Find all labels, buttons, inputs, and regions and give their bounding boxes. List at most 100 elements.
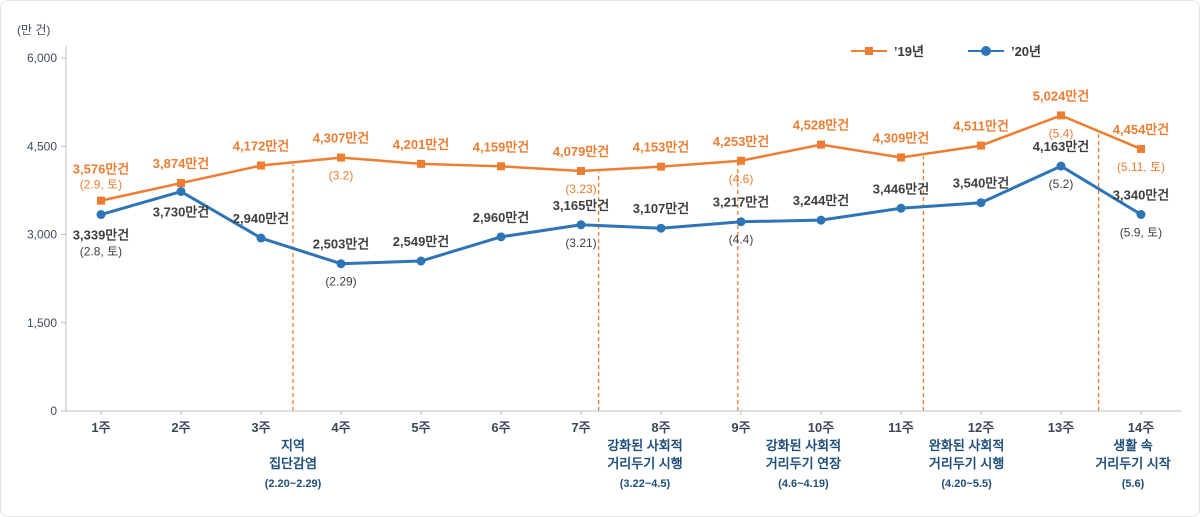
data-point-marker-20 xyxy=(1056,161,1066,171)
data-point-marker-20 xyxy=(576,220,586,230)
data-point-marker-20 xyxy=(256,233,266,243)
event-date-label: (3.22~4.5) xyxy=(620,478,671,490)
x-category-label: 12주 xyxy=(968,420,994,435)
point-label-20: 3,217만건 xyxy=(713,195,769,210)
point-sublabel-20: (3.21) xyxy=(565,236,596,250)
point-sublabel-20: (5.9, 토) xyxy=(1120,225,1162,239)
point-label-20: 3,339만건 xyxy=(73,228,129,243)
y-axis-unit-label: (만 건) xyxy=(17,23,51,37)
data-point-marker-19 xyxy=(97,196,105,205)
x-category-label: 11주 xyxy=(888,420,914,435)
x-category-label: 6주 xyxy=(491,420,510,435)
x-category-label: 1주 xyxy=(91,420,110,435)
data-point-marker-20 xyxy=(1136,209,1146,219)
series-line-20 xyxy=(100,164,1142,266)
data-point-marker-19 xyxy=(177,179,185,188)
event-date-label: (4.20~5.5) xyxy=(941,478,992,490)
point-label-20: 2,549만건 xyxy=(393,234,449,249)
point-label-20: 2,960만건 xyxy=(473,210,529,225)
data-point-marker-20 xyxy=(336,259,346,269)
data-point-marker-19 xyxy=(337,153,345,162)
data-point-marker-19 xyxy=(897,153,905,162)
point-label-20: 2,503만건 xyxy=(313,237,369,252)
point-sublabel-20: (4.4) xyxy=(729,233,754,247)
event-label: 강화된 사회적 xyxy=(766,438,841,453)
event-label: 집단감염 xyxy=(269,456,317,471)
point-label-20: 3,446만건 xyxy=(873,181,929,196)
data-point-marker-20 xyxy=(816,215,826,225)
data-point-marker-20 xyxy=(736,217,746,227)
x-category-label: 8주 xyxy=(651,420,670,435)
point-label-19: 4,172만건 xyxy=(233,139,289,154)
chart-legend: ’19년 ’20년 xyxy=(850,41,1041,60)
data-point-marker-20 xyxy=(656,223,666,233)
x-category-label: 10주 xyxy=(808,420,834,435)
x-category-label: 9주 xyxy=(731,420,750,435)
point-sublabel-19: (3.23) xyxy=(565,182,596,196)
event-label: 강화된 사회적 xyxy=(607,438,682,453)
point-sublabel-20: (2.8, 토) xyxy=(80,245,122,259)
point-sublabel-19: (5.11, 토) xyxy=(1117,160,1165,174)
data-point-marker-19 xyxy=(497,162,505,171)
legend-item-2020: ’20년 xyxy=(967,41,1041,60)
y-tick-label: 6,000 xyxy=(27,51,57,65)
y-tick-label: 0 xyxy=(50,404,57,418)
point-sublabel-20: (2.29) xyxy=(325,275,356,289)
point-label-20: 2,940만건 xyxy=(233,211,289,226)
event-label: 완화된 사회적 xyxy=(929,438,1004,453)
point-sublabel-19: (4.6) xyxy=(729,172,754,186)
data-point-marker-19 xyxy=(657,162,665,171)
point-label-20: 3,107만건 xyxy=(633,201,689,216)
point-label-19: 4,079만건 xyxy=(553,144,609,159)
data-point-marker-20 xyxy=(176,187,186,197)
data-point-marker-20 xyxy=(416,256,426,266)
point-label-20: 3,244만건 xyxy=(793,193,849,208)
legend-label-2019: ’19년 xyxy=(893,44,924,59)
x-category-label: 2주 xyxy=(171,420,190,435)
x-category-label: 14주 xyxy=(1128,420,1154,435)
data-point-marker-19 xyxy=(817,140,825,149)
event-label: 생활 속 xyxy=(1113,438,1153,453)
point-label-20: 3,340만건 xyxy=(1113,187,1169,202)
point-sublabel-19: (2.9, 토) xyxy=(80,178,122,192)
event-date-label: (5.6) xyxy=(1122,478,1145,490)
point-label-19: 4,201만건 xyxy=(393,137,449,152)
point-label-19: 5,024만건 xyxy=(1033,88,1089,103)
x-category-label: 7주 xyxy=(571,420,590,435)
x-category-label: 4주 xyxy=(331,420,350,435)
legend-label-2020: ’20년 xyxy=(1010,44,1041,59)
point-sublabel-19: (3.2) xyxy=(329,169,354,183)
point-label-20: 3,730만건 xyxy=(153,205,209,220)
event-label: 거리두기 시행 xyxy=(929,456,1004,471)
legend-marker-2020-circle-icon xyxy=(967,45,1004,57)
point-label-19: 3,874만건 xyxy=(153,156,209,171)
data-point-marker-20 xyxy=(496,232,506,242)
point-label-19: 4,454만건 xyxy=(1113,122,1169,137)
y-tick-label: 3,000 xyxy=(27,228,57,242)
point-label-20: 4,163만건 xyxy=(1033,139,1089,154)
event-date-label: (4.6~4.19) xyxy=(778,478,829,490)
data-point-marker-19 xyxy=(1137,144,1145,153)
data-point-marker-19 xyxy=(737,156,745,165)
x-category-label: 3주 xyxy=(251,420,270,435)
point-label-19: 4,307만건 xyxy=(313,131,369,146)
point-label-19: 4,528만건 xyxy=(793,118,849,133)
event-label: 지역 xyxy=(281,438,305,453)
point-label-19: 4,159만건 xyxy=(473,139,529,154)
event-date-label: (2.20~2.29) xyxy=(265,478,322,490)
data-point-marker-19 xyxy=(417,159,425,168)
point-sublabel-20: (5.2) xyxy=(1049,177,1074,191)
data-point-marker-19 xyxy=(257,161,265,170)
event-label: 거리두기 연장 xyxy=(766,456,841,471)
data-point-marker-19 xyxy=(577,167,585,176)
data-point-marker-19 xyxy=(977,141,985,150)
point-label-19: 4,253만건 xyxy=(713,134,769,149)
data-point-marker-20 xyxy=(896,203,906,213)
legend-item-2019: ’19년 xyxy=(850,41,924,60)
series-line-19 xyxy=(100,114,1142,202)
point-label-19: 4,511만건 xyxy=(953,119,1009,134)
event-label: 거리두기 시행 xyxy=(607,456,682,471)
event-label: 거리두기 시작 xyxy=(1095,456,1170,471)
point-label-20: 3,165만건 xyxy=(553,198,609,213)
